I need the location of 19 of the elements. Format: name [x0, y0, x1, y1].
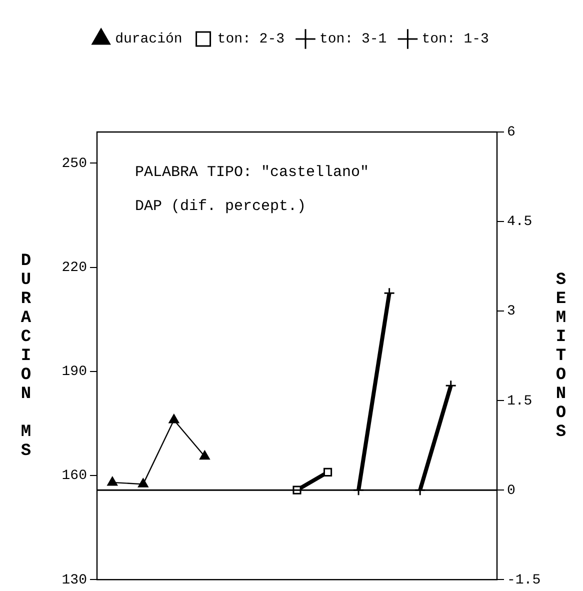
- y-tick-label: 130: [62, 572, 87, 588]
- y-tick-label: 160: [62, 468, 87, 484]
- text: DURACION MS: [20, 252, 32, 462]
- y-tick-label: 190: [62, 364, 87, 380]
- y2-tick-label: 1.5: [507, 393, 532, 410]
- legend-label: ton: 3-1: [320, 32, 387, 48]
- annotation: DAP (dif. percept.): [135, 198, 306, 215]
- text: SEMITONOS: [556, 271, 566, 442]
- y2-tick-label: 4.5: [507, 214, 532, 230]
- y2-tick-label: 0: [507, 482, 516, 499]
- legend-label: ton: 1-3: [422, 32, 489, 48]
- annotation: PALABRA TIPO: "castellano": [135, 164, 370, 181]
- y2-tick-label: 6: [507, 124, 516, 141]
- legend-label: duración: [115, 32, 182, 48]
- y-tick-label: 220: [62, 260, 87, 276]
- y2-tick-label: 3: [507, 304, 516, 320]
- legend-label: ton: 2-3: [217, 32, 285, 48]
- y-tick-label: 250: [62, 156, 87, 172]
- y2-tick-label: -1.5: [507, 572, 541, 588]
